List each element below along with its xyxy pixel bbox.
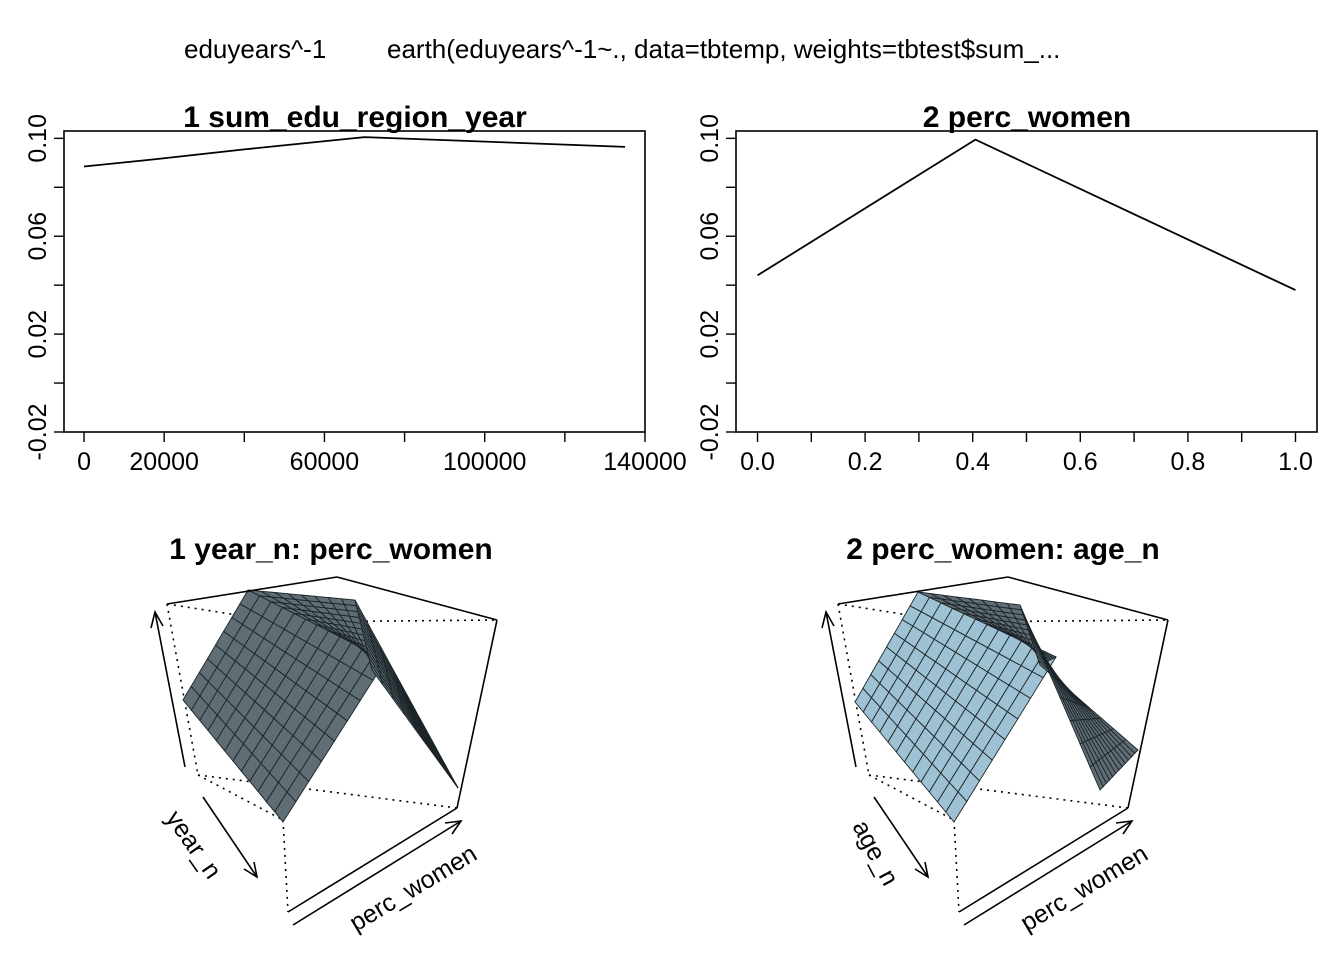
x-tick-label: 0 [77,448,91,476]
x-tick-label: 60000 [290,448,360,476]
x-tick-label: 1.0 [1278,448,1313,476]
y-tick-label: 0.10 [696,114,724,163]
x-tick-label: 20000 [129,448,199,476]
y-tick-label: 0.02 [696,310,724,359]
surface-facet [1122,738,1139,754]
x-tick-label: 0.6 [1063,448,1098,476]
x-tick-label: 0.0 [740,448,775,476]
y-tick-label: 0.06 [696,212,724,261]
y-tick-label: 0.02 [24,310,52,359]
panel3-axis-arrows [150,609,463,926]
panel4-box-edges [837,576,1169,913]
panel1-line-plot: 0 20000 60000 100000 140000 -0.02 0.02 0.06 0.10 [24,114,687,476]
panel3-title: 1 year_n: perc_women [169,533,492,566]
y-tick-label: -0.02 [696,404,724,461]
plot-frame [735,130,1318,433]
x-tick-label: 0.8 [1171,448,1206,476]
panel3-surface [182,589,459,823]
y-tick-label: 0.10 [24,114,52,163]
panel3-box-edges [166,576,498,913]
series-line [757,138,1296,291]
plot-frame [63,130,646,433]
y-tick-label: 0.06 [24,212,52,261]
x-tick-label: 100000 [443,448,526,476]
series-line [83,136,626,168]
x-tick-label: 0.4 [955,448,990,476]
panel2-title: 2 perc_women [923,101,1131,134]
panel4-ylabel: age_n [847,816,904,891]
panel4-surface [854,591,1139,823]
x-tick-label: 140000 [603,448,686,476]
panel4-perspective-plot: age_n perc_women [821,576,1169,937]
panel3-perspective-plot: year_n perc_women [150,576,498,937]
panel2-line-plot: 0.0 0.2 0.4 0.6 0.8 1.0 -0.02 0.02 0.06 0.10 [696,114,1318,476]
model-call: earth(eduyears^-1~., data=tbtemp, weight… [387,34,1060,64]
panel1-title: 1 sum_edu_region_year [183,101,527,134]
panel4-axis-arrows [821,609,1134,926]
panel4-xlabel: perc_women [1016,839,1153,937]
y-tick-label: -0.02 [24,404,52,461]
panel4-title: 2 perc_women: age_n [846,533,1159,566]
panel3-xlabel: perc_women [345,839,482,937]
x-tick-label: 0.2 [848,448,883,476]
response-label: eduyears^-1 [184,34,326,64]
surface-facet [446,772,459,789]
